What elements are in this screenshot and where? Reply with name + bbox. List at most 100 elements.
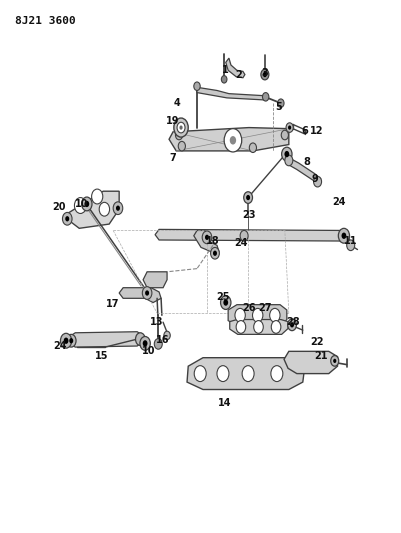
Circle shape bbox=[142, 287, 152, 300]
Circle shape bbox=[241, 366, 253, 382]
Polygon shape bbox=[225, 58, 244, 78]
Circle shape bbox=[175, 130, 182, 140]
Circle shape bbox=[223, 300, 228, 306]
Circle shape bbox=[220, 296, 230, 310]
Circle shape bbox=[99, 203, 109, 216]
Circle shape bbox=[135, 333, 145, 345]
Circle shape bbox=[269, 309, 279, 322]
Circle shape bbox=[332, 359, 336, 363]
Circle shape bbox=[91, 189, 103, 204]
Text: 21: 21 bbox=[313, 351, 327, 361]
Polygon shape bbox=[186, 358, 304, 390]
Text: 3: 3 bbox=[261, 68, 267, 78]
Circle shape bbox=[346, 240, 354, 251]
Text: 16: 16 bbox=[156, 335, 169, 345]
Text: 4: 4 bbox=[173, 98, 180, 108]
Polygon shape bbox=[285, 157, 320, 184]
Text: 17: 17 bbox=[106, 298, 119, 309]
Text: 27: 27 bbox=[257, 303, 271, 313]
Circle shape bbox=[205, 235, 209, 240]
Text: 23: 23 bbox=[241, 209, 255, 220]
Text: 18: 18 bbox=[206, 236, 219, 246]
Circle shape bbox=[176, 122, 184, 133]
Circle shape bbox=[270, 366, 282, 382]
Polygon shape bbox=[229, 319, 287, 334]
Circle shape bbox=[252, 309, 262, 322]
Text: 11: 11 bbox=[343, 236, 356, 246]
Polygon shape bbox=[63, 191, 119, 228]
Text: 15: 15 bbox=[94, 351, 108, 361]
Circle shape bbox=[249, 143, 256, 152]
Text: 2: 2 bbox=[235, 70, 242, 79]
Circle shape bbox=[235, 320, 245, 333]
Text: 12: 12 bbox=[309, 126, 323, 136]
Circle shape bbox=[284, 155, 292, 166]
Polygon shape bbox=[67, 332, 143, 347]
Circle shape bbox=[289, 322, 293, 327]
Circle shape bbox=[229, 136, 235, 144]
Polygon shape bbox=[196, 87, 265, 100]
Text: 7: 7 bbox=[169, 153, 176, 163]
Circle shape bbox=[213, 251, 217, 256]
Circle shape bbox=[164, 331, 170, 340]
Circle shape bbox=[154, 338, 162, 349]
Circle shape bbox=[281, 130, 288, 140]
Circle shape bbox=[193, 82, 200, 91]
Polygon shape bbox=[169, 127, 288, 151]
Circle shape bbox=[262, 72, 266, 77]
Circle shape bbox=[253, 320, 263, 333]
Text: 5: 5 bbox=[275, 102, 282, 112]
Circle shape bbox=[313, 176, 321, 187]
Text: 24: 24 bbox=[234, 238, 247, 248]
Text: 8J21 3600: 8J21 3600 bbox=[15, 16, 76, 26]
Circle shape bbox=[277, 99, 284, 108]
Circle shape bbox=[217, 366, 229, 382]
Text: 9: 9 bbox=[311, 174, 317, 184]
Text: 14: 14 bbox=[218, 398, 231, 408]
Circle shape bbox=[113, 202, 122, 215]
Circle shape bbox=[243, 192, 252, 204]
Text: 22: 22 bbox=[309, 337, 323, 347]
Circle shape bbox=[81, 197, 92, 211]
Text: 28: 28 bbox=[285, 317, 299, 327]
Circle shape bbox=[145, 290, 149, 296]
Text: 8: 8 bbox=[303, 157, 310, 166]
Circle shape bbox=[178, 141, 185, 151]
Text: 1: 1 bbox=[221, 66, 228, 75]
Circle shape bbox=[60, 333, 71, 348]
Text: 26: 26 bbox=[241, 303, 255, 313]
Circle shape bbox=[62, 213, 72, 225]
Text: 13: 13 bbox=[150, 317, 164, 327]
Circle shape bbox=[330, 356, 338, 366]
Circle shape bbox=[194, 366, 206, 382]
Circle shape bbox=[239, 230, 247, 241]
Polygon shape bbox=[228, 305, 286, 326]
Circle shape bbox=[140, 336, 150, 350]
Circle shape bbox=[262, 93, 268, 101]
Circle shape bbox=[341, 232, 345, 239]
Circle shape bbox=[271, 320, 280, 333]
Circle shape bbox=[287, 125, 290, 130]
Text: 25: 25 bbox=[216, 292, 229, 302]
Text: 24: 24 bbox=[331, 197, 344, 207]
Polygon shape bbox=[284, 351, 337, 374]
Circle shape bbox=[210, 247, 219, 259]
Polygon shape bbox=[193, 230, 219, 256]
Circle shape bbox=[260, 69, 268, 80]
Circle shape bbox=[221, 76, 227, 83]
Circle shape bbox=[281, 147, 291, 161]
Text: 10: 10 bbox=[74, 199, 88, 209]
Polygon shape bbox=[143, 272, 167, 288]
Text: 6: 6 bbox=[301, 126, 308, 136]
Text: 24: 24 bbox=[54, 341, 67, 351]
Circle shape bbox=[65, 216, 69, 221]
Circle shape bbox=[179, 125, 182, 130]
Circle shape bbox=[115, 206, 119, 211]
Circle shape bbox=[287, 319, 296, 330]
Circle shape bbox=[202, 231, 211, 244]
Circle shape bbox=[245, 195, 249, 200]
Circle shape bbox=[142, 340, 147, 346]
Circle shape bbox=[224, 128, 241, 152]
Circle shape bbox=[173, 118, 188, 137]
Text: 20: 20 bbox=[53, 202, 66, 212]
